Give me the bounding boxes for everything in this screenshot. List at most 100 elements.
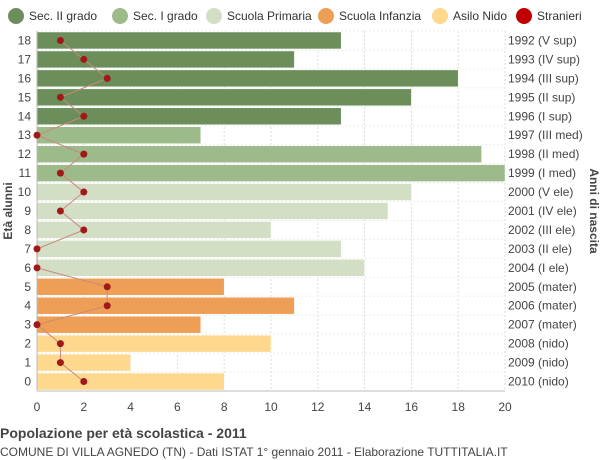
stranieri-point-age-8 [80,226,88,234]
stranieri-point-age-12 [80,150,88,158]
bar-age-1 [36,353,131,372]
y-tick-label-age-8: 8 [24,223,31,237]
bar-age-10 [36,183,412,201]
y-tick-label-age-14: 14 [18,109,32,123]
x-tick-label-8: 16 [405,400,419,414]
y-tick-label-age-12: 12 [18,147,32,161]
x-tick-label-4: 8 [221,400,228,414]
bar-age-2 [36,334,272,353]
y-tick-label-age-10: 10 [18,185,32,199]
y-tick-label-right-5: 1997 (III med) [508,128,583,142]
y-tick-label-right-1: 1993 (IV sup) [508,52,580,66]
stranieri-point-age-10 [80,188,88,196]
y-tick-label-right-0: 1992 (V sup) [508,33,577,47]
y-tick-label-right-17: 2009 (nido) [508,356,569,370]
y-tick-label-age-0: 0 [24,375,31,389]
legend-item-sec-i-grado: Sec. I grado [112,4,198,28]
chart-footer-title: Popolazione per età scolastica - 2011 [0,425,247,441]
stranieri-point-age-11 [56,169,64,177]
stranieri-point-age-7 [33,245,41,253]
y-tick-label-right-15: 2007 (mater) [508,318,577,332]
y-tick-label-age-11: 11 [19,166,32,180]
legend-item-sec-ii-grado: Sec. II grado [8,4,97,28]
bar-age-4 [36,297,295,315]
y-tick-label-right-3: 1995 (II sup) [508,90,575,104]
y-tick-label-right-9: 2001 (IV ele) [508,204,577,218]
chart-footer-subtitle: COMUNE DI VILLA AGNEDO (TN) - Dati ISTAT… [0,445,508,459]
y-tick-label-right-10: 2002 (III ele) [508,223,575,237]
legend-swatch-asilo-nido [432,8,448,24]
stranieri-point-age-14 [80,112,88,120]
bar-age-5 [36,278,225,296]
x-tick-label-3: 6 [174,400,181,414]
y-tick-label-right-11: 2003 (II ele) [508,242,572,256]
stranieri-point-age-15 [56,93,64,101]
stranieri-point-age-9 [56,207,64,215]
y-tick-label-age-2: 2 [24,337,31,351]
y-tick-label-right-18: 2010 (nido) [508,375,569,389]
x-tick-label-7: 14 [358,400,372,414]
stranieri-point-age-6 [33,264,41,272]
y-tick-label-right-6: 1998 (II med) [508,147,579,161]
x-tick-label-0: 0 [34,400,41,414]
y-tick-label-age-9: 9 [24,204,31,218]
legend-swatch-sec-i-grado [112,8,128,24]
y-tick-label-age-17: 17 [18,52,32,66]
legend-swatch-sec-ii-grado [8,8,24,24]
stranieri-point-age-0 [80,378,88,386]
stranieri-point-age-18 [56,36,64,44]
legend-swatch-scuola-primaria [206,8,222,24]
y-tick-label-right-7: 1999 (I med) [508,166,576,180]
stranieri-point-age-16 [103,74,111,82]
bar-age-7 [36,240,342,258]
legend-item-stranieri: Stranieri [516,4,582,28]
legend-label-scuola-infanzia: Scuola Infanzia [339,9,422,23]
x-tick-label-6: 12 [311,400,325,414]
bar-age-18 [36,31,342,50]
y-tick-label-age-3: 3 [24,318,31,332]
bar-age-15 [36,88,412,107]
y-tick-label-age-13: 13 [18,128,32,142]
stranieri-point-age-3 [33,321,41,329]
bar-age-13 [36,126,202,144]
legend-label-asilo-nido: Asilo Nido [453,9,508,23]
y-tick-label-age-15: 15 [18,90,32,104]
stranieri-point-age-1 [56,359,64,367]
legend-label-stranieri: Stranieri [537,9,582,23]
y-tick-label-age-6: 6 [24,261,31,275]
x-tick-label-9: 18 [452,400,466,414]
legend-item-asilo-nido: Asilo Nido [432,4,507,28]
bar-age-3 [36,315,202,334]
x-tick-label-10: 20 [498,400,512,414]
stranieri-point-age-5 [103,283,111,291]
bar-age-6 [36,259,365,277]
legend-label-sec-ii-grado: Sec. II grado [29,9,98,23]
x-tick-label-5: 10 [264,400,278,414]
y-tick-label-age-5: 5 [24,280,31,294]
y-tick-label-age-16: 16 [18,71,32,85]
y-tick-label-age-4: 4 [24,299,31,313]
legend-item-scuola-primaria: Scuola Primaria [206,4,312,28]
bar-age-0 [36,372,225,391]
bar-age-17 [36,50,295,69]
stranieri-point-age-13 [33,131,41,139]
y-tick-label-age-18: 18 [18,33,32,47]
legend-item-scuola-infanzia: Scuola Infanzia [318,4,421,28]
bar-age-12 [36,145,482,163]
stranieri-point-age-17 [80,55,88,63]
bar-age-8 [36,221,272,239]
x-tick-label-2: 4 [127,400,134,414]
stranieri-point-age-2 [56,340,64,348]
y-tick-label-age-1: 1 [24,356,31,370]
legend-label-scuola-primaria: Scuola Primaria [227,9,312,23]
y-tick-label-right-8: 2000 (V ele) [508,185,573,199]
y-axis-title-right: Anni di nascita [587,168,600,254]
legend-swatch-scuola-infanzia [318,8,334,24]
y-tick-label-age-7: 7 [24,242,31,256]
y-tick-label-right-13: 2005 (mater) [508,280,577,294]
x-tick-label-1: 2 [80,400,87,414]
stranieri-point-age-4 [103,302,111,310]
bar-age-9 [36,202,389,220]
y-tick-label-right-12: 2004 (I ele) [508,261,569,275]
